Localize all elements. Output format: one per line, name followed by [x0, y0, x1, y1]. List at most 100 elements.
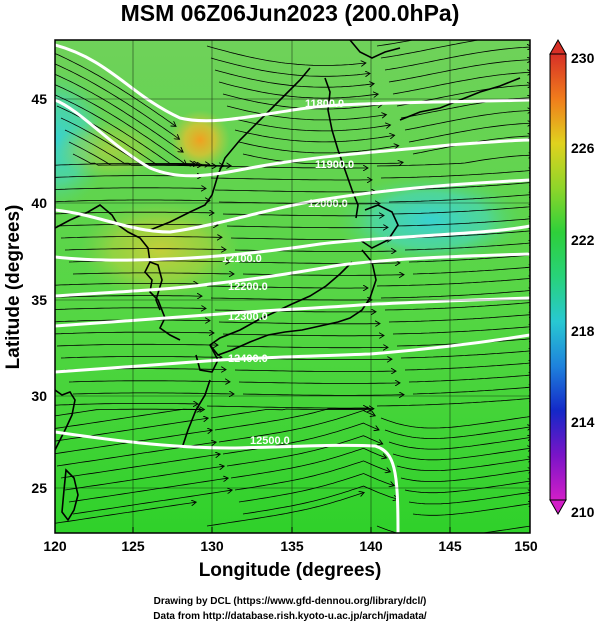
streamline — [384, 427, 530, 439]
contour-label: 12400.0 — [228, 353, 268, 365]
colorbar-tick: 214 — [571, 414, 595, 430]
streamline — [218, 322, 379, 324]
streamline — [388, 314, 530, 323]
streamline — [376, 40, 415, 47]
streamline — [64, 129, 216, 166]
coast-china-korea — [55, 204, 181, 341]
streamline — [206, 286, 367, 288]
streamline — [56, 344, 217, 346]
streamline — [60, 454, 219, 479]
coast-ryukyu — [181, 379, 211, 449]
contour-11800 — [55, 43, 530, 123]
streamline — [55, 163, 197, 166]
streamline — [68, 478, 227, 503]
plot-area: 11800.0 11900.0 12000.0 12100.0 12200.0 … — [55, 40, 530, 533]
streamline — [400, 351, 530, 359]
streamline — [55, 409, 203, 429]
x-tick-label: 140 — [359, 538, 383, 554]
coast-taiwan — [61, 468, 79, 522]
streamline — [210, 57, 369, 76]
streamline — [384, 302, 530, 311]
streamline — [408, 123, 530, 143]
colorbar-tick: 226 — [571, 140, 595, 156]
streamline — [238, 382, 399, 384]
streamline — [60, 237, 221, 239]
streamline — [55, 296, 201, 298]
coast-hokkaido — [359, 204, 399, 249]
colorbar-tick: 222 — [571, 232, 595, 248]
streamline — [55, 94, 194, 164]
streamline — [206, 493, 363, 527]
x-axis: 120 125 130 135 140 145 150 — [43, 527, 538, 554]
streamline — [72, 153, 230, 166]
x-tick-label: 150 — [514, 538, 538, 554]
colorbar: 210 214 218 222 226 230 — [549, 38, 595, 520]
streamline — [55, 403, 197, 406]
x-tick-label: 145 — [438, 538, 462, 554]
streamline — [206, 45, 365, 66]
streamline — [72, 490, 231, 515]
streamline — [226, 226, 387, 228]
streamline — [55, 283, 197, 286]
y-tick-label: 35 — [31, 292, 47, 308]
streamline — [55, 63, 179, 139]
streamline — [242, 485, 397, 515]
x-axis-label: Longitude (degrees) — [199, 560, 382, 581]
streamline — [408, 375, 530, 383]
contour-label: 11800.0 — [305, 98, 344, 110]
contour-label: 12500.0 — [250, 435, 290, 447]
streamline — [55, 200, 209, 202]
streamline — [404, 243, 530, 251]
colorbar-tick: 218 — [571, 323, 595, 339]
streamline — [376, 398, 530, 407]
colorbar-scale — [549, 53, 567, 501]
y-tick-label: 25 — [31, 480, 47, 496]
coast-sakhalin — [324, 77, 359, 219]
streamline — [55, 308, 205, 310]
streamline — [376, 155, 530, 167]
streamline — [60, 357, 221, 359]
streamline — [206, 406, 367, 408]
contour-label: 12200.0 — [228, 281, 268, 293]
streamline — [380, 416, 530, 429]
streamline — [218, 410, 374, 443]
x-tick-label: 125 — [121, 538, 145, 554]
streamline — [376, 525, 530, 533]
streamline — [242, 394, 403, 395]
colorbar-tick: 230 — [571, 50, 595, 66]
contour-12200 — [55, 252, 530, 298]
contour-12000 — [55, 178, 530, 234]
streamline — [55, 502, 195, 524]
streamline — [388, 437, 530, 450]
streamline — [242, 153, 402, 164]
streamline — [72, 273, 233, 274]
streamline — [404, 363, 530, 371]
y-axis: 45 40 35 30 25 — [31, 91, 47, 496]
streamline — [408, 492, 530, 505]
colorbar-bottom-cap — [549, 499, 567, 516]
contour-label: 12000.0 — [308, 198, 348, 210]
streamline — [234, 129, 394, 143]
streamline — [206, 166, 367, 168]
warm-region-north — [170, 110, 230, 170]
contour-12300 — [55, 296, 530, 328]
streamline — [400, 231, 530, 239]
coast-kuril — [399, 77, 521, 121]
coast-china-south — [55, 389, 76, 451]
streamline — [396, 459, 530, 471]
streamline — [210, 178, 371, 180]
streamline — [56, 224, 217, 226]
streamline — [222, 422, 378, 455]
streamline — [388, 60, 530, 83]
streamline — [388, 194, 530, 203]
y-tick-label: 40 — [31, 195, 47, 211]
streamline — [412, 267, 530, 275]
streamline — [400, 470, 530, 482]
streamline — [55, 418, 207, 442]
streamline — [384, 47, 530, 71]
streamline — [55, 53, 175, 126]
coast-korea-peninsula — [149, 261, 163, 311]
streamline — [238, 473, 393, 503]
streamline — [68, 381, 229, 382]
